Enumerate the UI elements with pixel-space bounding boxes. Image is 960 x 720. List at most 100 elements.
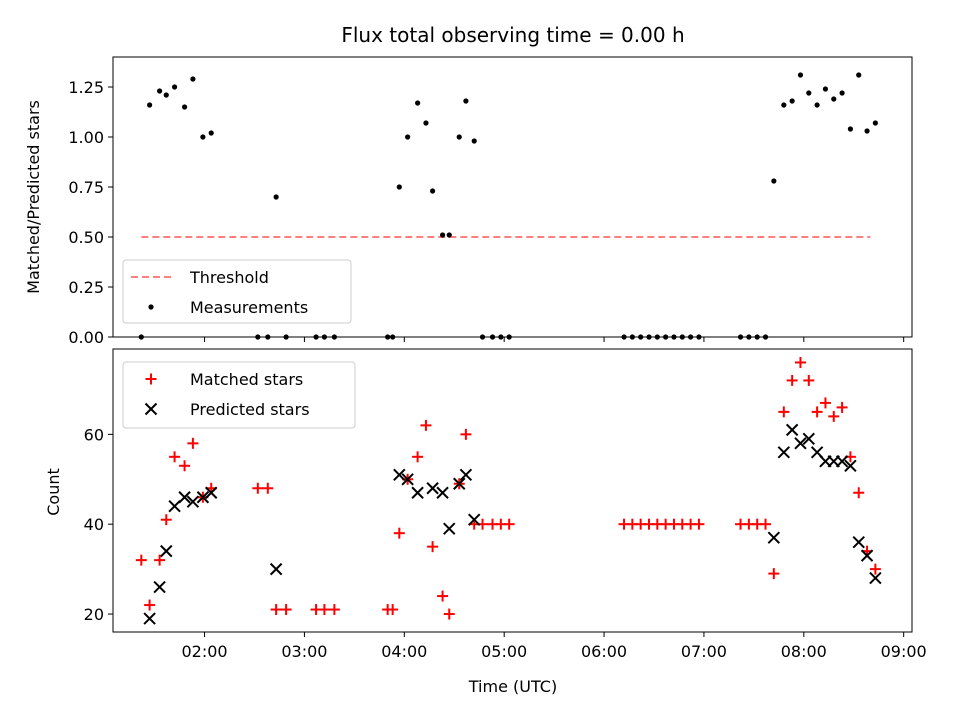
matched-star-point <box>443 608 455 620</box>
legend-predicted-swatch <box>144 402 158 416</box>
legend-predicted-label: Predicted stars <box>190 400 310 419</box>
x-stroke <box>869 571 882 585</box>
matched-star-point <box>768 568 780 580</box>
matched-star-point <box>144 599 156 611</box>
predicted-star-point <box>777 446 791 459</box>
predicted-star-point <box>443 522 456 535</box>
matched-star-point <box>318 604 330 616</box>
measurement-point <box>781 102 787 108</box>
x-stroke <box>852 535 865 549</box>
x-stroke <box>844 459 857 473</box>
bottom-x-tick-label: 04:00 <box>381 642 427 661</box>
top-legend-box <box>122 259 352 324</box>
bottom-y-tick-label: 20 <box>84 605 104 624</box>
measurement-point <box>471 138 477 144</box>
x-stroke <box>393 468 406 481</box>
x-stroke <box>785 423 799 437</box>
bottom-x-tick-label: 03:00 <box>281 642 327 661</box>
matched-star-point <box>328 604 340 616</box>
bottom-y-tick-label: 40 <box>84 515 104 534</box>
predicted-star-point <box>459 468 473 481</box>
matched-star-point <box>853 487 865 499</box>
matched-star-point <box>412 451 424 463</box>
x-stroke <box>443 522 456 535</box>
x-stroke <box>767 531 781 544</box>
x-stroke <box>269 562 283 576</box>
chart-title: Flux total observing time = 0.00 h <box>341 23 684 47</box>
matched-star-point <box>270 604 282 616</box>
x-stroke <box>459 468 473 481</box>
predicted-star-point <box>453 477 466 490</box>
top-y-tick-label: 0.50 <box>68 228 104 247</box>
measurement-point <box>405 134 411 140</box>
predicted-star-point <box>767 531 781 544</box>
x-stroke <box>160 544 173 558</box>
predicted-star-point <box>153 580 166 594</box>
top-y-tick-label: 0.25 <box>68 278 104 297</box>
matched-star-point <box>427 541 439 553</box>
measurement-point <box>463 98 469 104</box>
matched-star-point <box>693 518 705 530</box>
x-stroke <box>143 612 156 625</box>
measurement-point <box>856 72 862 78</box>
matched-star-point <box>503 518 515 530</box>
measurement-point <box>163 92 169 98</box>
matched-star-point <box>437 590 449 602</box>
measurement-point <box>171 84 178 90</box>
legend-measurements-label: Measurements <box>190 298 308 317</box>
measurement-point <box>864 128 870 134</box>
predicted-star-point <box>426 482 439 495</box>
predicted-star-point <box>436 486 449 499</box>
x-stroke <box>802 432 816 446</box>
measurement-point <box>847 126 854 132</box>
matched-star-point <box>280 604 292 616</box>
x-stroke <box>144 402 158 416</box>
predicted-star-point <box>178 491 191 504</box>
matched-star-point <box>811 406 823 418</box>
measurement-point <box>208 130 214 136</box>
x-stroke <box>186 495 200 508</box>
matched-star-point <box>778 406 790 418</box>
x-stroke <box>426 482 439 495</box>
legend-matched-label: Matched stars <box>190 370 303 389</box>
predicted-star-point <box>186 495 200 508</box>
x-stroke <box>468 513 481 526</box>
measurement-point <box>456 134 462 140</box>
predicted-star-point <box>205 486 218 499</box>
matched-star-point <box>803 374 815 386</box>
measurement-point <box>789 98 795 104</box>
measurement-point <box>872 120 878 126</box>
predicted-star-point <box>785 423 799 437</box>
top-panel: 0.00 0.25 0.50 0.75 1.00 1.25 Threshold Measure… <box>68 56 913 347</box>
predicted-star-point <box>411 486 424 499</box>
predicted-star-point <box>835 455 849 468</box>
measurement-point <box>822 86 829 92</box>
x-stroke <box>436 486 449 499</box>
measurement-point <box>190 76 196 82</box>
bottom-panel: 20 40 60 02:00 03:00 04:00 05:00 06:00 07:00 08:0… <box>84 348 927 661</box>
measurement-point <box>831 96 837 102</box>
top-panel-frame <box>112 56 913 338</box>
x-stroke <box>453 477 466 490</box>
measurement-point <box>415 100 421 106</box>
bottom-y-tick-label: 60 <box>84 425 104 444</box>
matched-star-point <box>828 410 840 422</box>
measurement-point <box>423 120 429 126</box>
predicted-star-point <box>401 473 414 486</box>
matched-star-point <box>819 397 831 409</box>
x-stroke <box>205 486 218 499</box>
matched-star-point <box>160 514 172 526</box>
matched-star-point <box>786 374 798 386</box>
matched-star-point <box>420 419 432 431</box>
legend-measurements-swatch <box>148 304 154 310</box>
measurement-point <box>806 90 812 96</box>
measurement-point <box>771 178 777 184</box>
x-stroke <box>777 446 791 459</box>
measurement-point <box>814 102 820 108</box>
predicted-star-point <box>168 500 181 513</box>
x-stroke <box>860 549 874 562</box>
bottom-panel-frame <box>112 348 913 633</box>
x-axis-label: Time (UTC) <box>468 677 557 696</box>
x-stroke <box>178 491 191 504</box>
measurement-point <box>839 90 845 96</box>
